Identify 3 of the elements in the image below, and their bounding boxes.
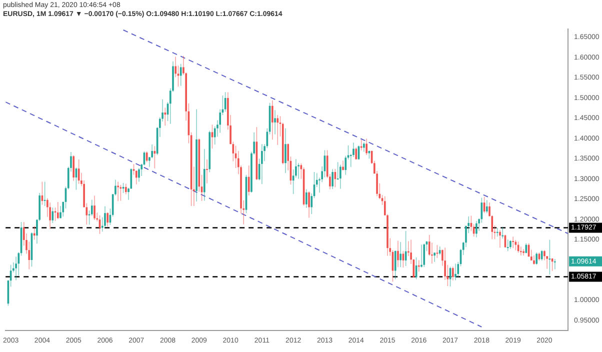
candlestick	[520, 246, 522, 256]
candlestick	[522, 248, 524, 256]
candlestick	[496, 227, 498, 237]
